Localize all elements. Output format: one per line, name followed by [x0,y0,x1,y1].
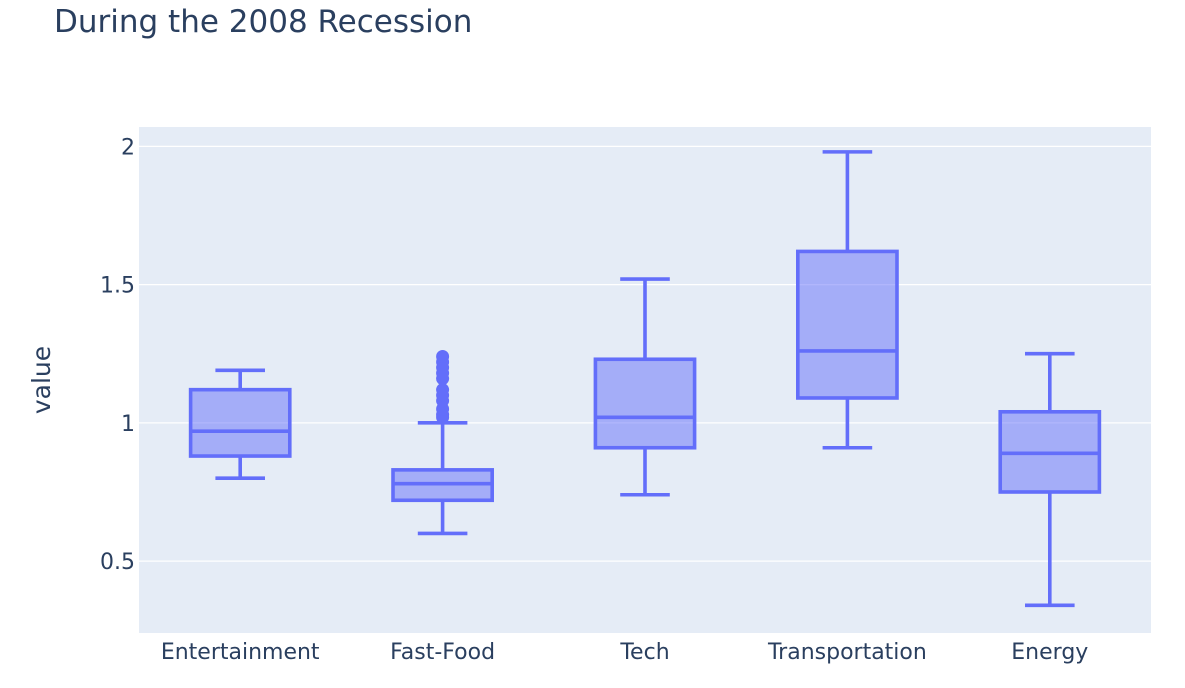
x-tick-label: Fast-Food [390,640,495,665]
box-iqr [796,249,899,400]
x-axis-ticks: Entertainment Fast-Food Tech Transportation… [161,640,1088,665]
box-fast-food [391,349,494,536]
outlier-point [436,349,450,363]
y-axis-title: value [27,346,56,414]
chart-title: During the 2008 Recession [54,4,473,40]
y-tick-label: 1.5 [100,274,135,299]
y-tick-label: 2 [121,135,135,160]
y-tick-label: 0.5 [100,550,135,575]
y-tick-label: 1 [121,412,135,437]
box-energy [998,351,1102,608]
outlier-point [436,383,450,397]
x-tick-label: Tech [619,640,669,665]
x-tick-label: Transportation [767,640,927,665]
boxes-layer [188,150,1102,608]
y-axis-ticks: 0.5 1 1.5 2 [100,135,135,575]
box-tech [593,277,697,497]
x-tick-label: Entertainment [161,640,320,665]
box-iqr [593,357,697,450]
box-transportation [796,150,899,450]
box-iqr [188,387,292,458]
x-tick-label: Energy [1011,640,1088,665]
box-entertainment [188,368,292,480]
